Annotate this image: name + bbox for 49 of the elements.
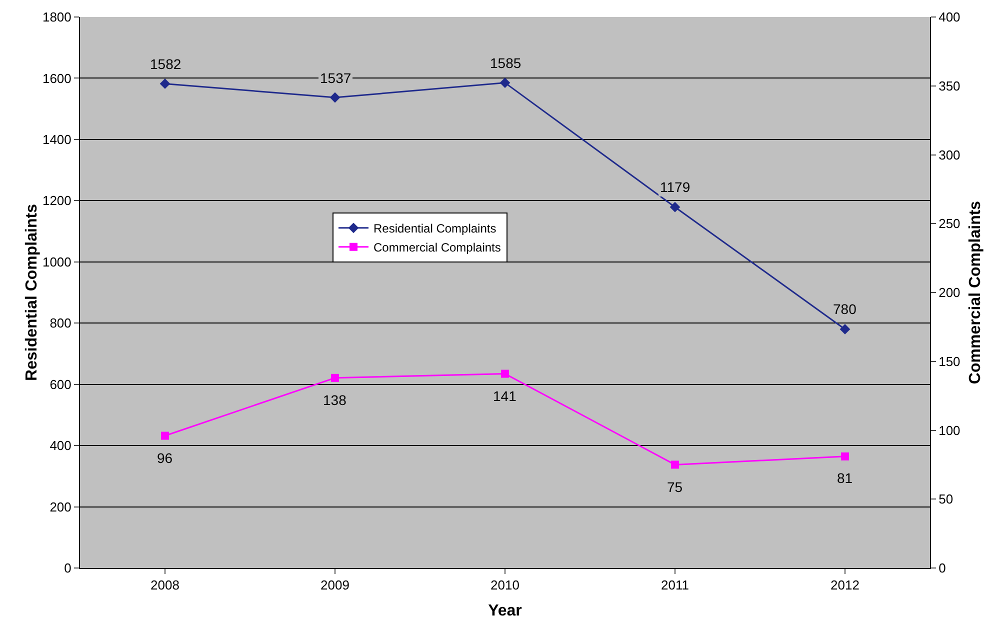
x-tick-label: 2011 bbox=[661, 578, 689, 593]
y-tick-label: 800 bbox=[50, 316, 72, 331]
y-axis-title: Residential Complaints bbox=[23, 204, 40, 381]
y2-tick-label: 300 bbox=[938, 147, 960, 162]
data-label: 138 bbox=[323, 392, 347, 408]
y2-tick-label: 400 bbox=[938, 10, 960, 25]
point bbox=[500, 78, 510, 88]
y2-tick-label: 350 bbox=[938, 78, 960, 94]
data-label: 1537 bbox=[320, 70, 352, 86]
y2-tick-label: 100 bbox=[938, 422, 960, 438]
y-tick-label: 1400 bbox=[42, 132, 72, 147]
legend-label: Residential Complaints bbox=[374, 222, 496, 236]
point bbox=[501, 370, 509, 378]
y-tick-label: 0 bbox=[64, 560, 72, 576]
legend-label: Commercial Complaints bbox=[374, 240, 501, 255]
y-tick-label: 400 bbox=[50, 438, 72, 454]
y-tick-label: 1000 bbox=[42, 254, 72, 270]
data-label: 81 bbox=[837, 470, 853, 486]
y-tick-label: 1800 bbox=[42, 10, 72, 25]
point bbox=[161, 432, 169, 440]
data-label: 1585 bbox=[490, 55, 522, 71]
y2-tick-label: 0 bbox=[938, 560, 946, 576]
x-tick-label: 2012 bbox=[830, 578, 860, 593]
point bbox=[331, 374, 339, 382]
data-label: 141 bbox=[493, 388, 517, 404]
point bbox=[670, 202, 680, 212]
data-label: 1179 bbox=[660, 179, 690, 195]
y2-tick-label: 50 bbox=[938, 492, 954, 507]
x-tick-label: 2009 bbox=[320, 578, 350, 593]
point bbox=[160, 78, 170, 89]
y2-axis-title: Commercial Complaints bbox=[967, 200, 984, 384]
y-tick-label: 1200 bbox=[42, 193, 72, 208]
data-label: 1582 bbox=[150, 56, 182, 72]
y2-tick-label: 250 bbox=[938, 216, 960, 232]
point bbox=[330, 92, 340, 103]
y-tick-label: 1600 bbox=[42, 70, 72, 86]
x-tick-label: 2010 bbox=[490, 578, 520, 593]
x-tick-label: 2008 bbox=[150, 578, 180, 593]
y-tick-label: 200 bbox=[50, 499, 72, 514]
data-label: 96 bbox=[157, 450, 173, 466]
y2-tick-label: 150 bbox=[938, 354, 960, 369]
y-tick-label: 600 bbox=[50, 376, 72, 392]
point bbox=[841, 452, 849, 460]
point bbox=[671, 460, 679, 469]
data-label: 780 bbox=[833, 301, 857, 317]
y2-tick-label: 200 bbox=[938, 285, 960, 300]
x-axis-title: Year bbox=[488, 602, 522, 620]
data-label: 75 bbox=[667, 479, 683, 495]
point bbox=[840, 324, 850, 334]
